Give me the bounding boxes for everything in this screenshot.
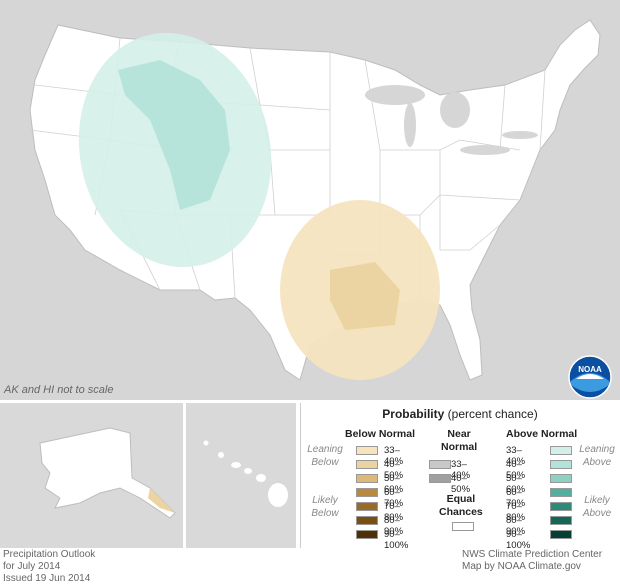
below-swatch xyxy=(356,460,378,469)
below-label: 90–100% xyxy=(384,529,409,551)
above-swatch xyxy=(550,488,572,497)
above-swatch xyxy=(550,502,572,511)
legend-title-bold: Probability xyxy=(382,407,445,421)
above-label: 70–80% xyxy=(506,501,526,523)
likely-above-line1: Likely xyxy=(584,495,610,506)
footer-map-credit: Map by NOAA Climate.gov xyxy=(462,561,581,572)
above-label: 50–60% xyxy=(506,473,526,495)
below-label: 33–40% xyxy=(384,445,404,467)
alaska-map-svg xyxy=(39,427,176,519)
footer-period: for July 2014 xyxy=(3,561,61,572)
above-swatch xyxy=(550,460,572,469)
below-swatch xyxy=(356,474,378,483)
likely-above-label: Likely Above xyxy=(577,494,617,520)
near-normal-header: Near Normal xyxy=(441,428,477,454)
noaa-logo-icon: NOAA xyxy=(568,355,612,399)
noaa-logo-text: NOAA xyxy=(578,365,602,374)
hawaii-map-svg xyxy=(203,440,288,507)
legend-title-rest: (percent chance) xyxy=(447,407,538,421)
footer-right: NWS Climate Prediction Center Map by NOA… xyxy=(462,549,602,573)
near-swatch xyxy=(429,474,451,483)
near-swatch xyxy=(429,460,451,469)
above-swatch xyxy=(550,446,572,455)
below-label: 60–70% xyxy=(384,487,404,509)
below-swatch xyxy=(356,502,378,511)
below-swatch xyxy=(356,516,378,525)
above-swatch xyxy=(550,516,572,525)
leaning-below-label: Leaning Below xyxy=(305,443,345,469)
great-lakes xyxy=(365,85,538,155)
below-normal-region xyxy=(280,200,440,380)
above-normal-region xyxy=(78,32,272,268)
leaning-below-line1: Leaning xyxy=(307,444,343,455)
likely-below-line2: Below xyxy=(311,508,339,519)
legend: Probability (percent chance) Below Norma… xyxy=(300,403,619,551)
leaning-above-label: Leaning Above xyxy=(577,443,617,469)
equal-line1: Equal xyxy=(446,493,476,505)
leaning-below-line2: Below xyxy=(311,457,339,468)
likely-above-line2: Above xyxy=(582,508,612,519)
alaska-inset xyxy=(0,403,183,548)
below-label: 50–60% xyxy=(384,473,404,495)
above-label: 60–70% xyxy=(506,487,526,509)
conus-map-svg xyxy=(29,19,601,381)
equal-chances-label: Equal Chances xyxy=(439,493,483,519)
above-swatch xyxy=(550,474,572,483)
above-swatch xyxy=(550,530,572,539)
above-label: 90–100% xyxy=(506,529,531,551)
near-header-line1: Near xyxy=(447,428,471,440)
below-swatch xyxy=(356,530,378,539)
equal-line2: Chances xyxy=(439,506,483,518)
footer-title: Precipitation Outlook xyxy=(3,549,96,560)
leaning-above-line1: Leaning xyxy=(579,444,615,455)
near-header-line2: Normal xyxy=(441,441,478,453)
likely-below-label: Likely Below xyxy=(305,494,345,520)
likely-below-line1: Likely xyxy=(312,495,338,506)
above-label: 40–50% xyxy=(506,459,526,481)
above-label: 33–40% xyxy=(506,445,526,467)
us-map: AK and HI not to scale NOAA xyxy=(0,0,620,400)
scale-note: AK and HI not to scale xyxy=(4,384,114,396)
below-label: 70–80% xyxy=(384,501,404,523)
below-label: 80–90% xyxy=(384,515,404,537)
footer-credit: NWS Climate Prediction Center xyxy=(462,549,603,560)
below-swatch xyxy=(356,488,378,497)
below-normal-header: Below Normal xyxy=(345,428,416,440)
legend-title: Probability (percent chance) xyxy=(301,407,619,421)
above-label: 80–90% xyxy=(506,515,526,537)
near-label: 33–40% xyxy=(451,459,471,481)
below-swatch xyxy=(356,446,378,455)
footer-left: Precipitation Outlook for July 2014 Issu… xyxy=(3,549,95,585)
footer-issued: Issued 19 Jun 2014 xyxy=(3,573,91,584)
near-label: 40–50% xyxy=(451,473,471,495)
equal-chances-swatch xyxy=(452,522,474,531)
hawaii-inset xyxy=(186,403,296,548)
above-normal-header: Above Normal xyxy=(506,428,578,440)
leaning-above-line2: Above xyxy=(582,457,612,468)
below-label: 40–50% xyxy=(384,459,404,481)
